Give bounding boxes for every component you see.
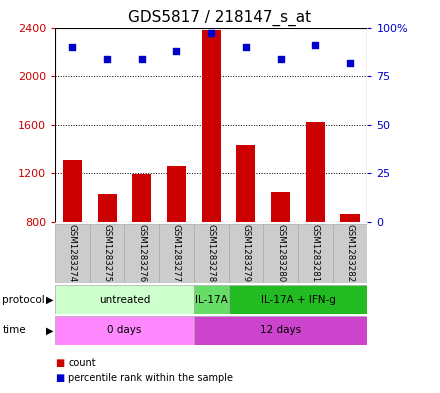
Bar	[236, 145, 256, 222]
Text: percentile rank within the sample: percentile rank within the sample	[68, 373, 233, 384]
Point	[103, 55, 110, 62]
Text: time: time	[2, 325, 26, 335]
Text: GSM1283274: GSM1283274	[68, 224, 77, 283]
Bar	[55, 285, 194, 314]
Bar	[341, 213, 359, 222]
Bar	[298, 224, 333, 283]
Text: GDS5817 / 218147_s_at: GDS5817 / 218147_s_at	[128, 10, 312, 26]
Bar	[333, 224, 367, 283]
Bar	[194, 285, 228, 314]
Text: GSM1283282: GSM1283282	[345, 224, 355, 283]
Point	[208, 30, 215, 37]
Text: GSM1283279: GSM1283279	[242, 224, 250, 283]
Bar	[132, 174, 151, 222]
Bar	[202, 30, 221, 222]
Bar	[55, 316, 194, 345]
Text: protocol: protocol	[2, 295, 45, 305]
Text: ■: ■	[55, 358, 64, 368]
Point	[277, 55, 284, 62]
Bar	[271, 192, 290, 222]
Text: ▶: ▶	[46, 295, 54, 305]
Point	[347, 59, 354, 66]
Point	[173, 48, 180, 54]
Text: IL-17A: IL-17A	[195, 295, 227, 305]
Bar	[55, 224, 90, 283]
Text: ■: ■	[55, 373, 64, 384]
Point	[138, 55, 145, 62]
Text: untreated: untreated	[99, 295, 150, 305]
Bar	[98, 194, 117, 222]
Bar	[228, 224, 263, 283]
Text: count: count	[68, 358, 96, 368]
Text: GSM1283280: GSM1283280	[276, 224, 285, 283]
Bar	[306, 122, 325, 222]
Point	[242, 44, 249, 50]
Text: GSM1283276: GSM1283276	[137, 224, 146, 283]
Bar	[194, 316, 367, 345]
Text: 0 days: 0 days	[107, 325, 142, 335]
Text: 12 days: 12 days	[260, 325, 301, 335]
Point	[69, 44, 76, 50]
Bar	[167, 165, 186, 222]
Text: GSM1283277: GSM1283277	[172, 224, 181, 283]
Bar	[125, 224, 159, 283]
Bar	[263, 224, 298, 283]
Bar	[228, 285, 367, 314]
Text: IL-17A + IFN-g: IL-17A + IFN-g	[260, 295, 335, 305]
Point	[312, 42, 319, 48]
Bar	[159, 224, 194, 283]
Text: ▶: ▶	[46, 325, 54, 335]
Text: GSM1283275: GSM1283275	[103, 224, 112, 283]
Bar	[90, 224, 125, 283]
Bar	[63, 160, 82, 222]
Bar	[194, 224, 228, 283]
Text: GSM1283281: GSM1283281	[311, 224, 320, 283]
Text: GSM1283278: GSM1283278	[207, 224, 216, 283]
